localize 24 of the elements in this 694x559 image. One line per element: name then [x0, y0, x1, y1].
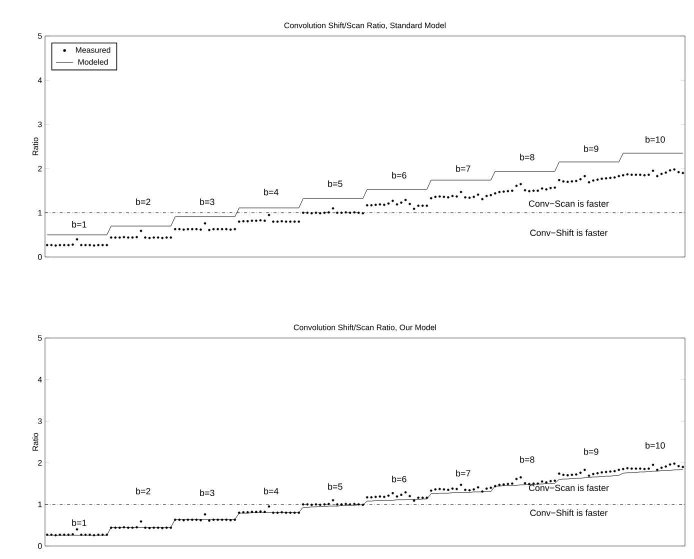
annotation: Conv−Shift is faster: [530, 229, 608, 236]
annotation: b=1: [72, 519, 86, 526]
annotation: b=8: [520, 456, 534, 463]
annotation: b=3: [200, 198, 214, 206]
annotation: b=9: [584, 145, 598, 152]
annotation: b=4: [264, 188, 278, 196]
annotation: b=4: [264, 488, 278, 494]
annotation: b=9: [584, 448, 598, 455]
annotation: b=1: [72, 220, 86, 228]
annotation: b=10: [646, 136, 665, 143]
annotation: b=2: [136, 198, 150, 206]
annotation: b=5: [328, 180, 342, 187]
annotation: b=3: [200, 489, 214, 496]
annotation: Conv−Scan is faster: [528, 200, 609, 207]
annotation: b=7: [456, 165, 470, 172]
annotation: b=2: [136, 488, 150, 494]
annotation: Conv−Scan is faster: [528, 484, 609, 492]
annotation: b=10: [646, 442, 665, 449]
annotation: b=6: [392, 476, 406, 482]
annotation: b=8: [520, 154, 534, 160]
annotation: b=5: [328, 483, 342, 490]
annotation: Conv−Shift is faster: [530, 509, 608, 516]
annotation: b=6: [392, 172, 406, 179]
annotation: b=7: [456, 470, 470, 476]
